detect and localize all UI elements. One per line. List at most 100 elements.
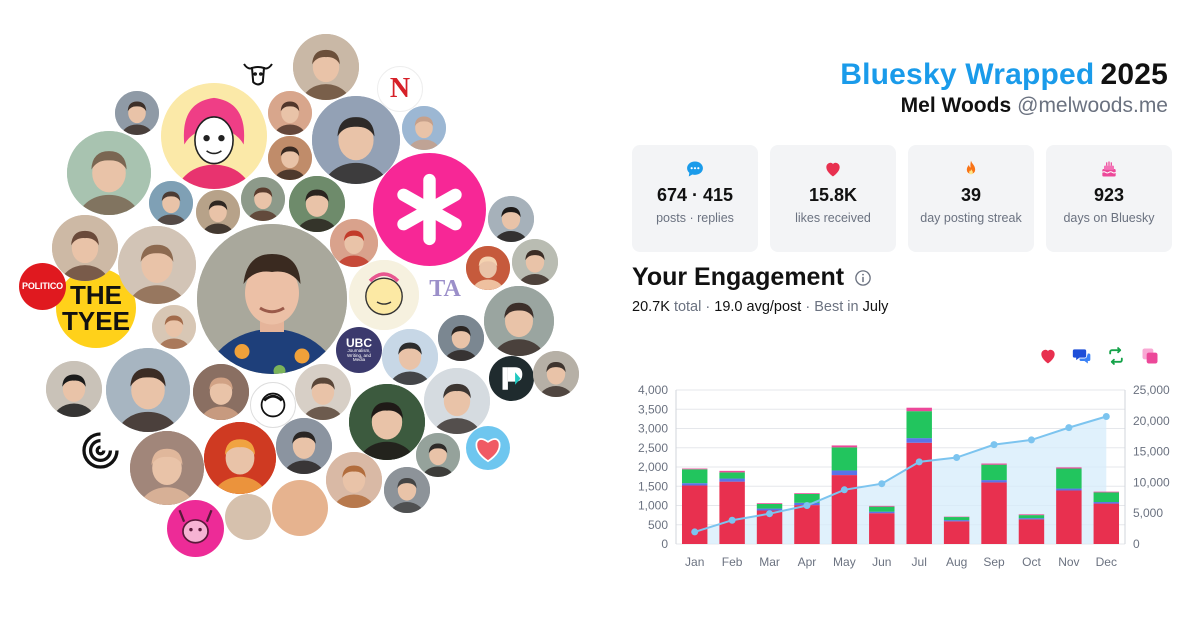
avatar-photo: [46, 361, 102, 417]
avatar-bubble-13: [488, 196, 534, 242]
engagement-total-word: total: [673, 299, 702, 315]
bar-reposts-dec: [1093, 492, 1120, 503]
avatar-bubble-26: [424, 368, 490, 434]
cumulative-point-jan: [691, 528, 699, 536]
avatar-bubble-11: [52, 215, 118, 281]
quotes-legend-icon[interactable]: [1140, 346, 1160, 366]
avatar-bubble-15: [512, 239, 558, 285]
info-icon[interactable]: [854, 269, 872, 287]
asterisk-icon: [397, 173, 462, 246]
bar-replies-aug: [943, 520, 970, 522]
avatar-bubble-14: [330, 219, 378, 267]
avatar-photo: [438, 315, 484, 361]
user-line: Mel Woods @melwoods.me: [840, 94, 1168, 118]
avatar-photo: [193, 364, 249, 420]
swirl-logo: [73, 423, 128, 478]
cumulative-point-apr: [803, 502, 811, 510]
stats-row: 674 · 415 posts · replies 15.8K likes re…: [632, 145, 1172, 252]
avatar-photo: [326, 452, 382, 508]
y-left-tick-label: 3,500: [638, 402, 668, 416]
avatar-photo: [268, 136, 312, 180]
avatar-photo: [349, 384, 425, 460]
bar-replies-dec: [1093, 502, 1120, 504]
bar-reposts-jan: [681, 469, 708, 484]
y-left-tick-label: 2,500: [638, 441, 668, 455]
speech-bubble-icon: [687, 161, 703, 177]
avatar-photo: [204, 422, 276, 494]
sketch-face: [260, 392, 286, 418]
bar-quotes-jun: [869, 505, 895, 507]
avatar-photo: [466, 246, 510, 290]
illustrated-avatar: [161, 83, 267, 189]
bar-quotes-apr: [794, 493, 820, 494]
bar-replies-mar: [756, 508, 783, 511]
avatar-bubble-extra-b: [272, 480, 328, 536]
avatar-bubble-5: [402, 106, 446, 150]
avatar-photo: [241, 177, 285, 221]
avatar-bubble-0: [293, 34, 359, 100]
x-tick-label: Sep: [983, 555, 1005, 569]
avatar-cluster: THE TYEE POLITICO UBC Journalism, Writin…: [19, 34, 579, 557]
doodle-art: [349, 260, 419, 330]
stat-card-days: 923 days on Bluesky: [1046, 145, 1172, 252]
bar-likes-sep: [981, 482, 1007, 544]
reposts-legend-icon[interactable]: [1106, 346, 1126, 366]
n-mark: N: [389, 73, 411, 104]
bull-icon: [243, 63, 273, 86]
avatar-bubble-29: [204, 422, 276, 494]
cumulative-line: [694, 415, 1107, 533]
cartoon-portrait: [161, 83, 267, 189]
y-left-tick-label: 0: [661, 537, 668, 551]
cumulative-point-oct: [1027, 436, 1035, 444]
avatar-photo: [424, 368, 490, 434]
cumulative-point-nov: [1065, 424, 1073, 432]
y-left-tick-label: 1,500: [638, 479, 668, 493]
x-tick-label: Aug: [946, 555, 967, 569]
bar-quotes-feb: [719, 470, 745, 473]
replies-legend-icon[interactable]: [1072, 346, 1092, 366]
flame-icon: [966, 160, 976, 175]
bar-quotes-jul: [906, 407, 932, 412]
avatar-photo: [106, 348, 190, 432]
avatar-bubble-18: [438, 315, 484, 361]
bar-quotes-nov: [1056, 467, 1082, 469]
avatar-bubble-16: [466, 246, 510, 290]
user-handle[interactable]: @melwoods.me: [1017, 94, 1168, 117]
avatar-photo: [268, 91, 312, 135]
avatar-photo: [488, 196, 534, 242]
stat-card-posts: 674 · 415 posts · replies: [632, 145, 758, 252]
bar-likes-nov: [1056, 490, 1082, 544]
x-tick-label: Jun: [872, 555, 891, 569]
bar-replies-oct: [1018, 518, 1045, 520]
avatar-photo: [533, 351, 579, 397]
x-tick-label: Nov: [1058, 555, 1079, 569]
stat-card-streak: 39 day posting streak: [908, 145, 1034, 252]
stat-label: day posting streak: [920, 211, 1022, 225]
avatar-bubble-20: [382, 329, 438, 385]
avatar-photo: [67, 131, 151, 215]
avatar-photo: [295, 364, 351, 420]
main-avatar: [197, 224, 347, 374]
y-right-tick-label: 5,000: [1133, 506, 1163, 520]
bar-likes-may: [831, 475, 858, 544]
engagement-best-month: July: [862, 299, 889, 315]
stat-card-likes: 15.8K likes received: [770, 145, 896, 252]
display-name: Mel Woods: [900, 94, 1012, 117]
likes-legend-icon[interactable]: [1038, 346, 1058, 366]
avatar-photo: [118, 226, 196, 304]
avatar-bubble-27: [349, 384, 425, 460]
ubc-line1: UBC: [346, 335, 372, 350]
bar-reposts-jul: [906, 411, 932, 439]
cumulative-point-jun: [878, 480, 886, 488]
ta-mark: TA: [429, 276, 461, 302]
avatar-bubble-25: [295, 364, 351, 420]
y-right-tick-label: 10,000: [1133, 475, 1170, 489]
cumulative-point-may: [840, 486, 848, 494]
sketch-avatar: [250, 382, 296, 428]
bar-quotes-may: [831, 445, 858, 448]
avatar-bubble-12: [118, 226, 196, 304]
cumulative-point-jul: [915, 458, 923, 466]
cake-icon: [1102, 161, 1116, 177]
main-avatar-photo: [197, 224, 347, 374]
politico-logo: POLITICO: [19, 263, 66, 310]
